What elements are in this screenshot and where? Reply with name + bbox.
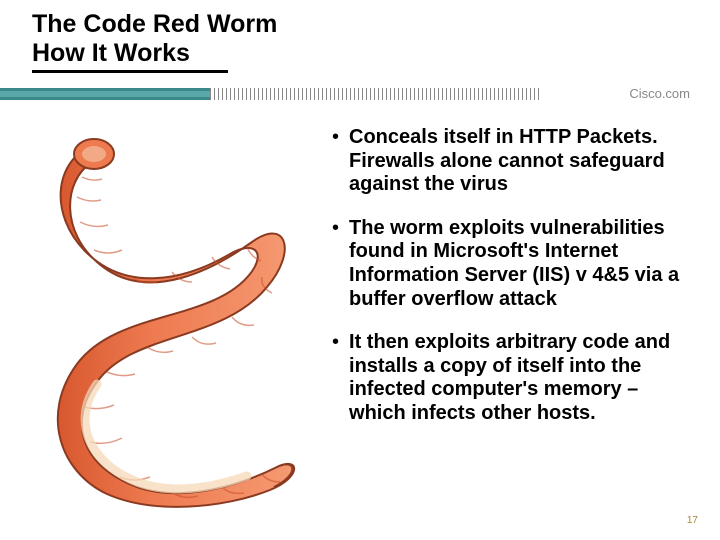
worm-illustration [52, 132, 312, 522]
bullet-text: The worm exploits vulnerabilities found … [349, 217, 692, 311]
bullet-text: Conceals itself in HTTP Packets. Firewal… [349, 126, 692, 197]
slide-header: The Code Red Worm How It Works [0, 0, 720, 68]
bullet-dot-icon: • [332, 126, 339, 197]
bullet-item: • Conceals itself in HTTP Packets. Firew… [332, 126, 692, 197]
cisco-logo-text: Cisco.com [629, 86, 690, 101]
bullet-dot-icon: • [332, 217, 339, 311]
bullet-text: It then exploits arbitrary code and inst… [349, 331, 692, 425]
bullet-item: • The worm exploits vulnerabilities foun… [332, 217, 692, 311]
bullet-item: • It then exploits arbitrary code and in… [332, 331, 692, 425]
title-underline [32, 70, 228, 73]
divider-bar [0, 84, 720, 104]
title-line-1: The Code Red Worm [32, 10, 720, 39]
title-line-2: How It Works [32, 39, 720, 68]
divider-hash-segment [210, 88, 540, 100]
page-number: 17 [687, 515, 698, 526]
bullet-list: • Conceals itself in HTTP Packets. Firew… [332, 126, 692, 446]
content-area: • Conceals itself in HTTP Packets. Firew… [0, 122, 720, 522]
bullet-dot-icon: • [332, 331, 339, 425]
divider-teal-segment [0, 88, 210, 100]
